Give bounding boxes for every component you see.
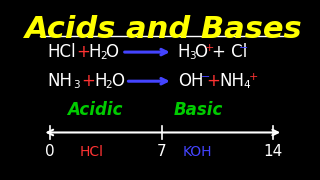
Text: O: O xyxy=(111,72,124,90)
Text: HCl: HCl xyxy=(80,145,104,159)
Text: +: + xyxy=(248,72,258,82)
Text: 0: 0 xyxy=(45,144,55,159)
Text: +: + xyxy=(205,43,214,53)
Text: 2: 2 xyxy=(106,80,112,90)
Text: KOH: KOH xyxy=(183,145,212,159)
Text: H: H xyxy=(178,43,190,61)
Text: O: O xyxy=(194,43,207,61)
Text: 2: 2 xyxy=(100,51,107,60)
Text: Basic: Basic xyxy=(174,101,223,119)
Text: Acids and Bases: Acids and Bases xyxy=(25,15,303,44)
Text: HCl: HCl xyxy=(47,43,76,61)
Text: −: − xyxy=(238,43,248,53)
Text: 14: 14 xyxy=(263,144,283,159)
Text: +: + xyxy=(82,72,96,90)
Text: NH: NH xyxy=(47,72,72,90)
Text: + Cl: + Cl xyxy=(212,43,248,61)
Text: 7: 7 xyxy=(157,144,166,159)
Text: 3: 3 xyxy=(74,80,80,90)
Text: H: H xyxy=(94,72,107,90)
Text: 3: 3 xyxy=(189,51,196,60)
Text: 4: 4 xyxy=(243,80,250,90)
Text: O: O xyxy=(105,43,118,61)
Text: H: H xyxy=(88,43,101,61)
Text: NH: NH xyxy=(219,72,244,90)
Text: OH: OH xyxy=(178,72,203,90)
Text: Acidic: Acidic xyxy=(67,101,122,119)
Text: −: − xyxy=(201,72,210,82)
Text: +: + xyxy=(76,43,90,61)
Text: +: + xyxy=(207,72,220,90)
